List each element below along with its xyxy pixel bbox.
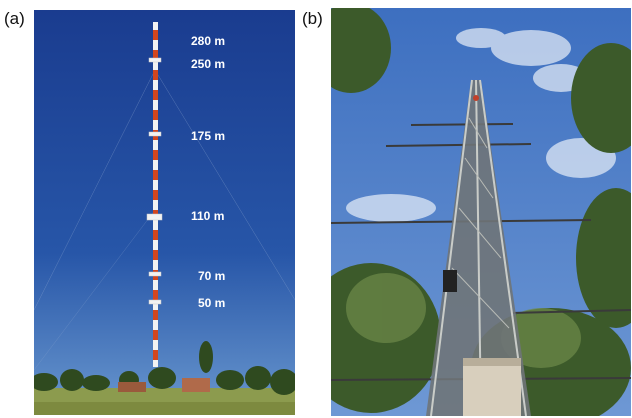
panel-b-label: (b) (302, 9, 323, 28)
panel-a-label: (a) (4, 9, 25, 28)
height-label-175: 175 m (191, 129, 226, 143)
height-label-280: 280 m (191, 34, 226, 48)
mast-photo-a: 280 m 250 m 175 m 110 m 70 m 50 m (34, 10, 295, 415)
height-label-110: 110 m (191, 209, 225, 223)
mast-photo-b (331, 8, 631, 416)
height-label-70: 70 m (198, 269, 226, 283)
height-label-50: 50 m (198, 296, 226, 310)
height-label-250: 250 m (191, 57, 226, 71)
